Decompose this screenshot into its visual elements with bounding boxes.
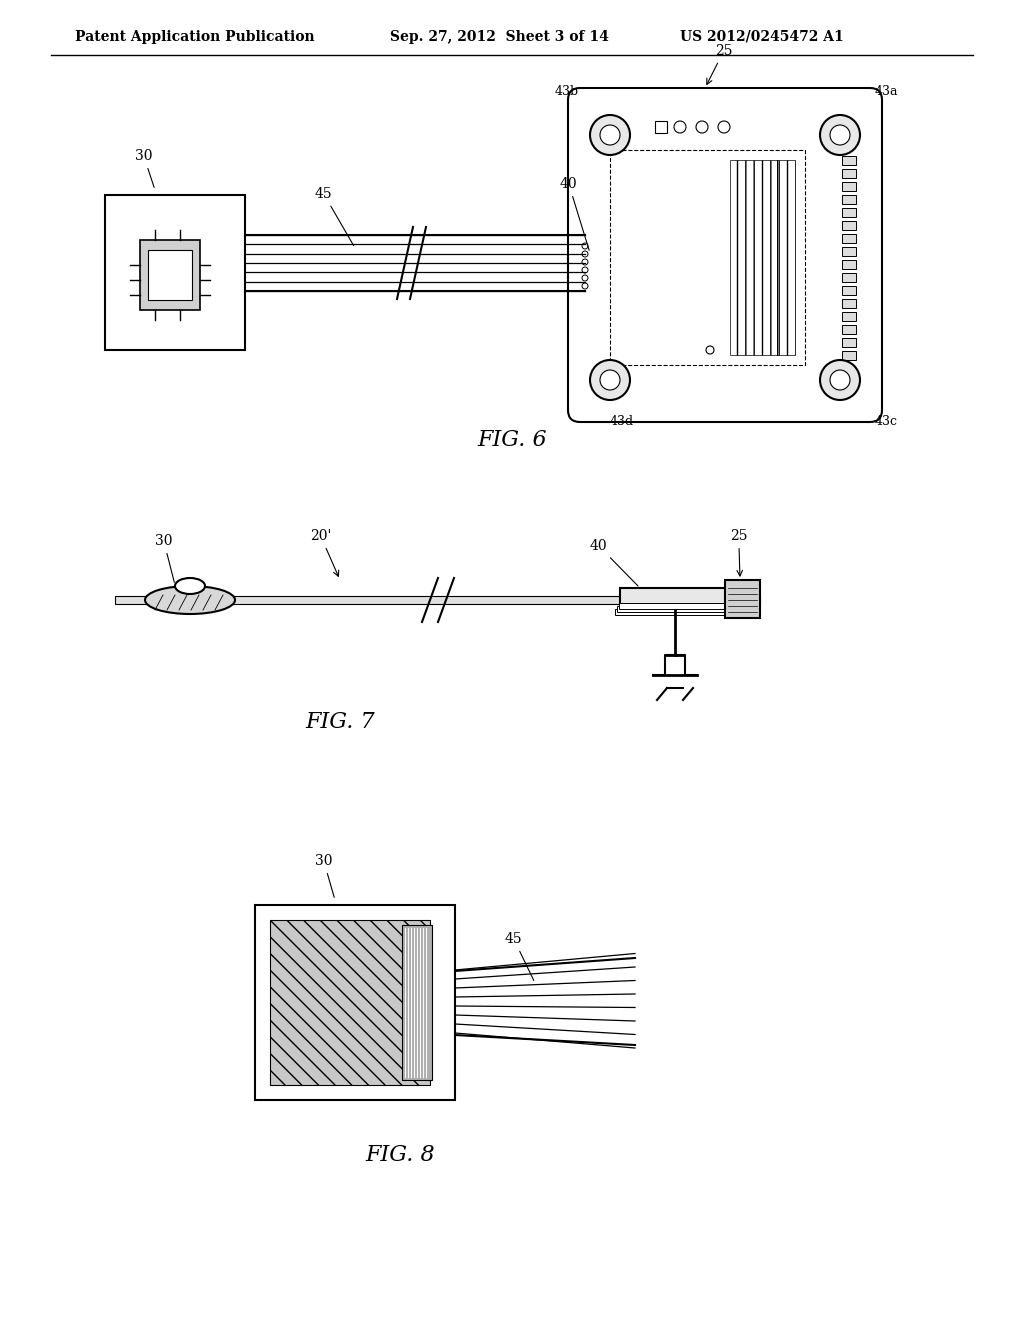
Bar	[842, 273, 856, 282]
Circle shape	[674, 121, 686, 133]
Bar	[148, 249, 193, 300]
Text: 30: 30	[155, 535, 174, 582]
Bar	[115, 597, 760, 605]
Text: 25: 25	[707, 44, 732, 84]
Bar	[402, 925, 432, 1080]
Text: FIG. 8: FIG. 8	[366, 1144, 435, 1166]
Circle shape	[696, 121, 708, 133]
Ellipse shape	[175, 578, 205, 594]
Bar	[730, 160, 795, 355]
Bar	[842, 195, 856, 205]
Bar	[140, 240, 200, 310]
Bar	[842, 325, 856, 334]
Circle shape	[820, 115, 860, 154]
Circle shape	[600, 125, 620, 145]
Bar	[842, 247, 856, 256]
Bar	[842, 300, 856, 308]
Text: 43d: 43d	[610, 414, 634, 428]
Bar	[842, 312, 856, 321]
Bar	[842, 260, 856, 269]
Bar	[842, 338, 856, 347]
Text: 45: 45	[315, 187, 353, 246]
Circle shape	[830, 125, 850, 145]
Bar	[255, 906, 455, 1100]
Bar	[842, 182, 856, 191]
Bar	[842, 286, 856, 294]
Text: US 2012/0245472 A1: US 2012/0245472 A1	[680, 30, 844, 44]
Bar	[615, 609, 730, 615]
Bar	[610, 150, 805, 366]
Text: 43b: 43b	[555, 84, 580, 98]
Circle shape	[582, 282, 588, 289]
FancyBboxPatch shape	[568, 88, 882, 422]
Circle shape	[718, 121, 730, 133]
Text: 40: 40	[590, 539, 638, 586]
Text: 25: 25	[730, 529, 748, 576]
Text: Sep. 27, 2012  Sheet 3 of 14: Sep. 27, 2012 Sheet 3 of 14	[390, 30, 609, 44]
Bar	[842, 209, 856, 216]
Bar	[620, 587, 730, 610]
Circle shape	[590, 115, 630, 154]
Ellipse shape	[145, 586, 234, 614]
Bar	[842, 156, 856, 165]
Text: 43c: 43c	[874, 414, 898, 428]
Text: 20': 20'	[310, 529, 339, 577]
Text: 45: 45	[505, 932, 534, 981]
Text: 30: 30	[315, 854, 334, 898]
Circle shape	[582, 251, 588, 257]
Bar	[618, 603, 734, 609]
Text: Patent Application Publication: Patent Application Publication	[75, 30, 314, 44]
Bar	[725, 579, 760, 618]
Bar	[842, 169, 856, 178]
Text: 43a: 43a	[874, 84, 898, 98]
Circle shape	[706, 346, 714, 354]
Text: FIG. 6: FIG. 6	[477, 429, 547, 451]
Circle shape	[582, 267, 588, 273]
Bar	[842, 220, 856, 230]
Bar	[617, 606, 732, 612]
Circle shape	[600, 370, 620, 389]
Text: 40: 40	[560, 177, 589, 251]
Bar	[842, 234, 856, 243]
Circle shape	[590, 360, 630, 400]
Bar	[655, 121, 667, 133]
Text: FIG. 7: FIG. 7	[305, 711, 375, 733]
Bar	[105, 195, 245, 350]
Circle shape	[830, 370, 850, 389]
Circle shape	[582, 275, 588, 281]
Circle shape	[582, 259, 588, 265]
Circle shape	[820, 360, 860, 400]
Bar	[270, 920, 430, 1085]
Bar	[842, 351, 856, 360]
Circle shape	[582, 243, 588, 249]
Text: 30: 30	[135, 149, 155, 187]
